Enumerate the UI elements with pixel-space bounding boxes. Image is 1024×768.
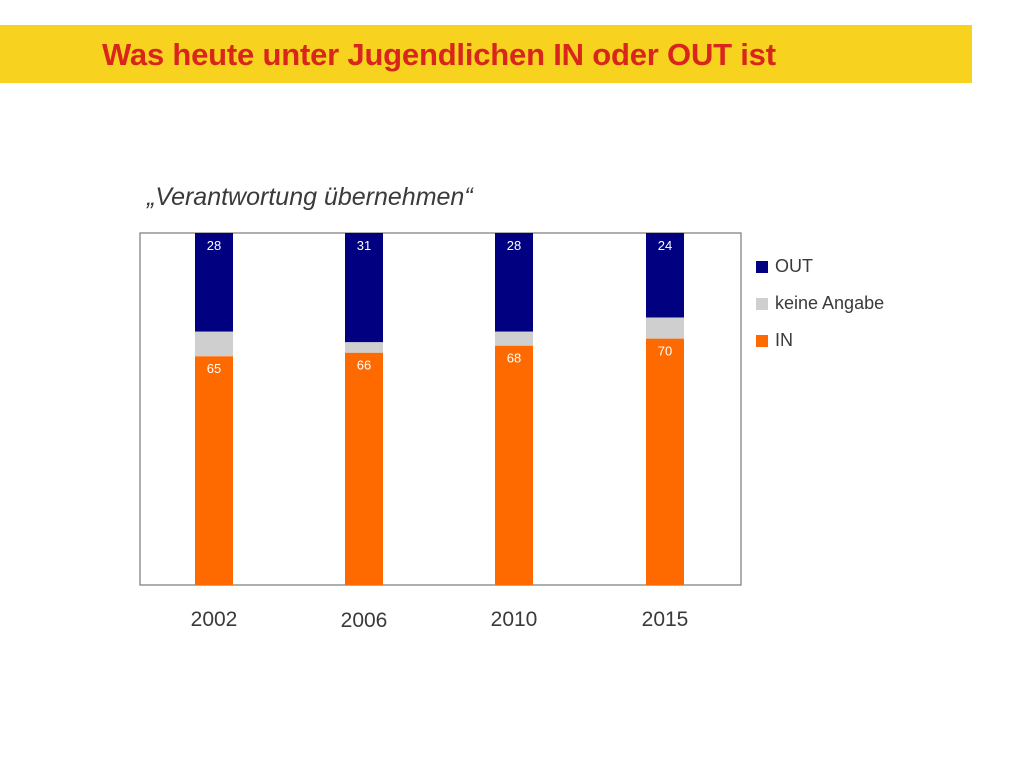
bar-out-2002: [195, 233, 233, 332]
legend-item-in: IN: [756, 322, 884, 359]
x-tick-label-2002: 2002: [191, 608, 238, 631]
chart-legend: OUT keine Angabe IN: [756, 248, 884, 359]
legend-item-out: OUT: [756, 248, 884, 285]
legend-label: OUT: [775, 256, 813, 276]
bar-keine-angabe-2002: [195, 331, 233, 357]
bar-out-2010: [495, 233, 533, 332]
plot-area-frame: [139, 232, 742, 586]
data-label-in-2015: 70: [658, 344, 672, 359]
bar-in-2010: [495, 345, 533, 585]
bar-keine-angabe-2010: [495, 331, 533, 346]
data-labels-layer: 65 28 66 31 68 28 70 24: [207, 238, 672, 376]
legend-swatch: [756, 334, 768, 347]
title-banner: Was heute unter Jugendlichen IN oder OUT…: [0, 25, 972, 83]
legend-label: keine Angabe: [775, 293, 885, 313]
x-tick-label-2010: 2010: [491, 608, 538, 631]
data-label-out-2006: 31: [357, 238, 371, 253]
data-label-in-2002: 65: [207, 361, 221, 376]
data-label-in-2010: 68: [507, 351, 521, 366]
data-label-out-2015: 24: [658, 238, 672, 253]
legend-swatch: [756, 260, 768, 273]
x-tick-labels-layer: 2002 2006 2010 2015: [191, 608, 689, 632]
bar-keine-angabe-2006: [345, 342, 383, 353]
legend-label: IN: [775, 330, 793, 350]
bar-in-2015: [646, 338, 684, 585]
legend-swatch: [756, 297, 768, 310]
legend-item-keine-angabe: keine Angabe: [756, 285, 884, 322]
bar-keine-angabe-2015: [646, 317, 684, 339]
data-label-out-2010: 28: [507, 238, 521, 253]
x-tick-label-2006: 2006: [341, 609, 388, 632]
bar-in-2006: [345, 352, 383, 585]
bar-in-2002: [195, 356, 233, 585]
page-title: Was heute unter Jugendlichen IN oder OUT…: [102, 37, 776, 72]
bar-out-2006: [345, 233, 383, 343]
chart-title: „Verantwortung übernehmen“: [147, 183, 473, 211]
bar-out-2015: [646, 233, 684, 318]
x-tick-label-2015: 2015: [642, 608, 689, 631]
data-label-out-2002: 28: [207, 238, 221, 253]
bars-layer: [195, 233, 684, 585]
data-label-in-2006: 66: [357, 358, 371, 373]
